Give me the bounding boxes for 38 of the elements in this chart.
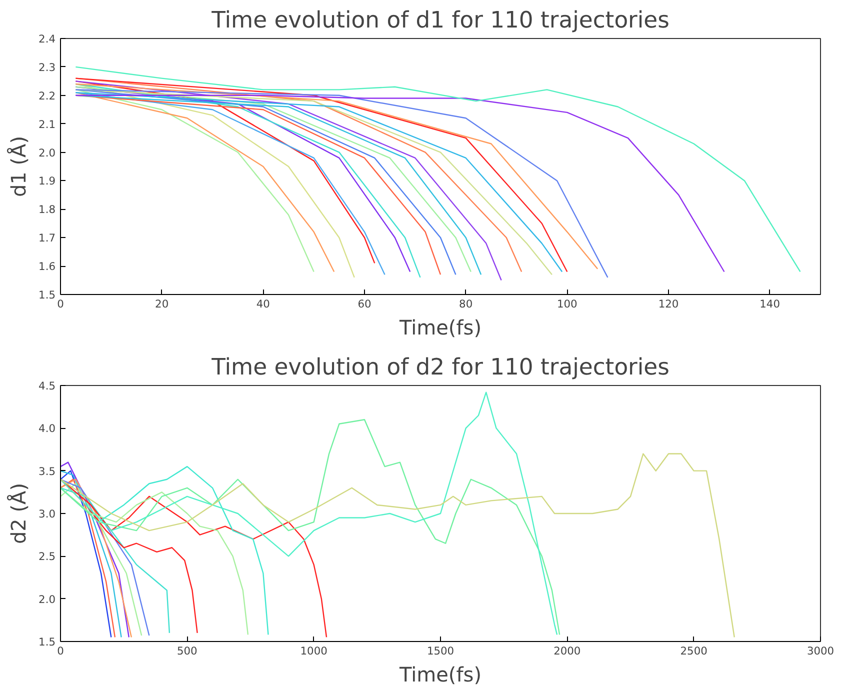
y-tick-label: 1.5 xyxy=(38,636,56,648)
y-tick-label: 1.9 xyxy=(38,174,56,188)
x-axis-title: Time(fs) xyxy=(398,662,482,686)
y-tick-label: 2.5 xyxy=(38,550,56,564)
y-tick-label: 3.0 xyxy=(38,508,56,520)
y-axis-title: d1 (Å) xyxy=(6,136,31,198)
y-tick-label: 2.0 xyxy=(38,146,56,160)
x-tick-label: 3000 xyxy=(806,644,834,658)
x-tick-label: 0 xyxy=(57,298,64,310)
x-tick-label: 100 xyxy=(556,298,578,310)
x-tick-label: 40 xyxy=(256,298,270,310)
x-tick-label: 60 xyxy=(358,298,372,310)
x-axis-title: Time(fs) xyxy=(398,316,482,340)
chart-title: Time evolution of d2 for 110 trajectories xyxy=(210,354,670,380)
y-tick-label: 1.6 xyxy=(38,260,56,274)
y-tick-label: 2.3 xyxy=(38,60,56,74)
y-tick-label: 2.2 xyxy=(38,89,56,102)
x-tick-label: 1000 xyxy=(300,644,328,658)
x-tick-label: 120 xyxy=(658,298,679,310)
x-tick-label: 1500 xyxy=(426,644,454,658)
y-tick-label: 4.5 xyxy=(38,380,56,392)
y-tick-label: 1.7 xyxy=(38,232,56,245)
x-tick-label: 2500 xyxy=(680,644,708,658)
x-tick-label: 0 xyxy=(57,644,64,658)
x-tick-label: 20 xyxy=(155,298,169,310)
y-tick-label: 2.4 xyxy=(38,32,56,46)
y-tick-label: 1.8 xyxy=(38,203,56,216)
y-tick-label: 4.0 xyxy=(38,422,56,436)
chart-title: Time evolution of d1 for 110 trajectories xyxy=(210,8,670,34)
y-tick-label: 1.5 xyxy=(38,288,56,302)
x-tick-label: 2000 xyxy=(554,644,581,658)
x-tick-label: 80 xyxy=(459,298,473,310)
y-tick-label: 2.1 xyxy=(38,118,56,131)
y-axis-title: d2 (Å) xyxy=(6,482,31,544)
x-tick-label: 140 xyxy=(760,298,780,310)
y-tick-label: 2.0 xyxy=(38,592,56,606)
x-tick-label: 500 xyxy=(176,644,198,658)
y-tick-label: 3.5 xyxy=(38,464,56,478)
